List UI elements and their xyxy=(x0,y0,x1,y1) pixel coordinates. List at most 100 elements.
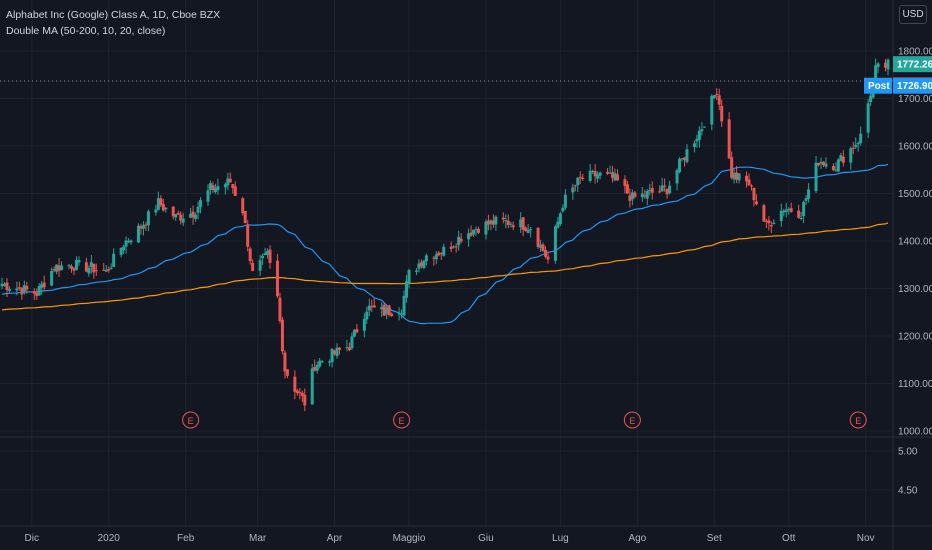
y-tick-label: 1400.00 xyxy=(898,237,932,248)
candle-body xyxy=(355,329,359,333)
candle-body xyxy=(752,187,756,201)
candle-body xyxy=(695,138,699,142)
candle-body xyxy=(561,207,565,212)
candle-body xyxy=(189,213,193,218)
moving-average-lines xyxy=(1,163,889,325)
candle-body xyxy=(124,240,128,247)
x-tick-label: Giu xyxy=(478,533,494,544)
price-axis[interactable]: 1800.00 1700.00 1600.00 1500.00 1400.00 1300.… xyxy=(898,47,932,438)
earnings-marker xyxy=(849,411,867,429)
candle-body xyxy=(663,185,667,187)
candle-body xyxy=(109,267,113,269)
candle-body xyxy=(876,63,880,68)
candle-body xyxy=(769,225,773,227)
candle-body xyxy=(72,268,76,271)
y-tick-label: 1000.00 xyxy=(898,427,932,438)
symbol-title[interactable]: Alphabet Inc (Google) Class A, 1D, Cboe … xyxy=(6,9,221,21)
candle-body xyxy=(268,249,272,263)
candle-body xyxy=(712,95,716,98)
candle-body xyxy=(506,220,510,225)
currency-button[interactable]: USD xyxy=(899,5,927,24)
candle-body xyxy=(814,162,818,192)
candle-body xyxy=(156,198,160,210)
candle-body xyxy=(402,295,406,316)
candle-body xyxy=(248,248,252,262)
x-tick-label: Apr xyxy=(327,533,343,544)
candle-body xyxy=(2,283,6,286)
candle-body xyxy=(702,126,706,128)
candle-body xyxy=(735,172,739,180)
candle-body xyxy=(697,130,701,141)
candle-body xyxy=(60,265,64,271)
candle-body xyxy=(836,159,840,172)
candle-body xyxy=(469,232,473,236)
candle-body xyxy=(787,208,791,210)
candle-body xyxy=(280,319,284,352)
candle-body xyxy=(789,208,793,212)
candle-body xyxy=(645,191,649,199)
candle-body xyxy=(474,229,478,231)
candle-body xyxy=(591,171,595,173)
y-tick-label: 1100.00 xyxy=(898,379,932,390)
candle-body xyxy=(258,260,262,271)
candle-body xyxy=(77,259,81,263)
candle-body xyxy=(400,313,404,315)
candle-body xyxy=(658,191,662,193)
candle-body xyxy=(191,211,195,218)
candle-body xyxy=(206,190,210,202)
candle-body xyxy=(119,248,123,255)
candle-body xyxy=(89,262,93,268)
y-tick-label: 1500.00 xyxy=(898,189,932,200)
candle-body xyxy=(320,361,324,363)
candle-body xyxy=(611,172,615,179)
candle-body xyxy=(491,220,495,225)
candle-body xyxy=(504,220,508,222)
candle-body xyxy=(382,304,386,316)
candle-body xyxy=(385,307,389,315)
candle-body xyxy=(784,209,788,212)
candle-body xyxy=(807,189,811,199)
candle-body xyxy=(747,179,751,186)
candle-body xyxy=(300,392,304,397)
candle-body xyxy=(55,264,59,272)
indicator-title[interactable]: Double MA (50-200, 10, 20, close) xyxy=(6,25,166,37)
candle-body xyxy=(407,270,411,284)
x-tick-label: Mar xyxy=(249,533,267,544)
candle-body xyxy=(74,260,78,270)
candle-body xyxy=(350,336,354,349)
candle-body xyxy=(563,194,567,208)
candle-body xyxy=(161,204,165,211)
time-axis[interactable]: Dic 2020 Feb Mar Apr Maggio Giu Lug Ago Set Ott Nov xyxy=(25,533,875,544)
candle-body xyxy=(122,246,126,251)
candle-body xyxy=(489,220,493,224)
candle-body xyxy=(628,195,632,201)
candle-body xyxy=(452,246,456,248)
price-tag-label: Post xyxy=(868,81,890,92)
price-tag-label-box xyxy=(864,77,892,94)
candle-body xyxy=(869,95,873,103)
earnings-label: E xyxy=(188,416,194,426)
candle-body xyxy=(700,129,704,132)
candle-body xyxy=(486,220,490,225)
candle-body xyxy=(107,269,111,271)
candle-body xyxy=(710,95,714,125)
candle-body xyxy=(851,147,855,149)
candle-body xyxy=(87,267,91,274)
indicator-tick-label: 5.00 xyxy=(898,447,918,458)
candle-body xyxy=(578,176,582,178)
x-tick-label: Nov xyxy=(857,533,875,544)
candle-body xyxy=(764,220,768,222)
candle-body xyxy=(772,222,776,225)
candle-body xyxy=(129,240,133,243)
candle-body xyxy=(144,224,148,226)
candle-body xyxy=(665,188,669,195)
candle-body xyxy=(139,226,143,229)
candle-body xyxy=(52,269,56,271)
indicator-axis[interactable]: 5.00 4.50 xyxy=(898,447,918,497)
candle-body xyxy=(181,218,185,223)
candle-body xyxy=(821,161,825,166)
candle-body xyxy=(333,350,337,355)
candle-body xyxy=(22,285,26,293)
